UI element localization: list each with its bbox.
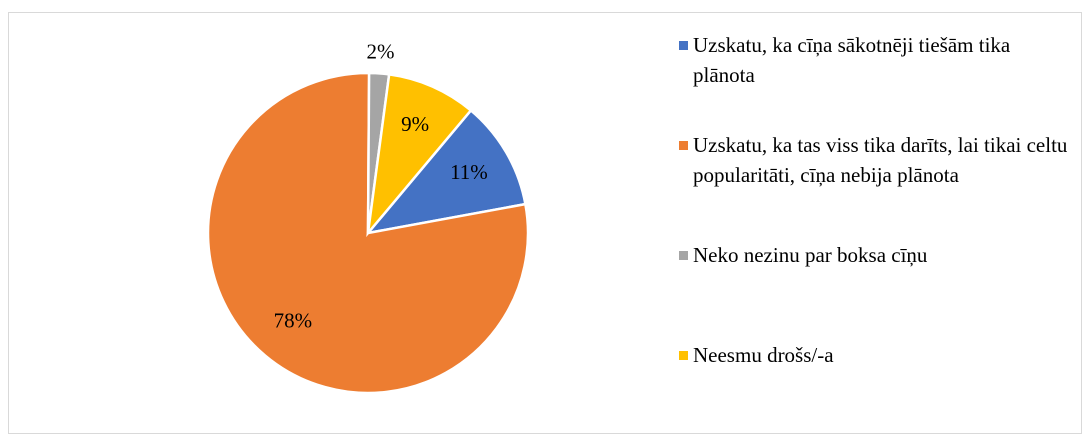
pie-slice [366,73,473,238]
data-label: 9% [401,112,429,136]
legend-label: Uzskatu, ka cīņa sākotnēji tiešām tika p… [693,33,1011,87]
pie-slice [364,108,527,235]
legend-swatch [679,141,688,150]
legend-entry: Uzskatu, ka tas viss tika darīts, lai ti… [679,130,1075,190]
legend-entry: Uzskatu, ka cīņa sākotnēji tiešām tika p… [679,30,1075,90]
data-label: 11% [450,160,488,184]
legend-label: Uzskatu, ka tas viss tika darīts, lai ti… [693,133,1068,187]
legend-swatch [679,351,688,360]
data-label: 78% [274,308,313,332]
legend-swatch [679,251,688,260]
data-label: 2% [367,39,395,63]
legend-label: Neesmu drošs/-a [693,343,834,367]
legend-swatch [679,41,688,50]
legend-label: Neko nezinu par boksa cīņu [693,243,928,267]
legend-entry: Neesmu drošs/-a [679,340,1075,370]
chart-frame [8,12,1082,434]
legend-entry: Neko nezinu par boksa cīņu [679,240,1075,270]
